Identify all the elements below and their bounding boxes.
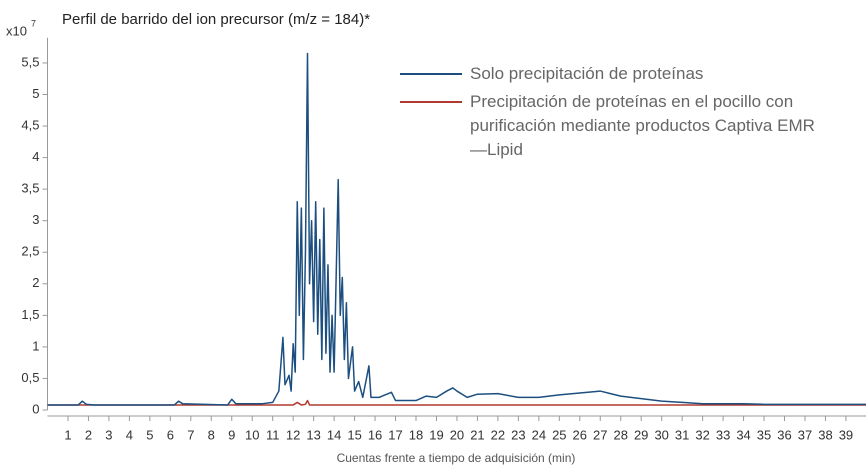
series-line xyxy=(47,52,866,406)
x-tick-label: 17 xyxy=(388,427,402,442)
y-scale: x10 xyxy=(6,23,27,38)
x-tick-label: 14 xyxy=(327,427,341,442)
x-tick-label: 4 xyxy=(126,427,133,442)
x-tick-label: 26 xyxy=(573,427,587,442)
y-tick-label: 2 xyxy=(32,275,39,290)
x-tick-label: 32 xyxy=(695,427,709,442)
x-tick-label: 24 xyxy=(532,427,546,442)
x-tick-label: 3 xyxy=(105,427,112,442)
legend: Solo precipitación de proteínas Precipita… xyxy=(400,62,830,166)
x-tick-label: 5 xyxy=(146,427,153,442)
legend-swatch xyxy=(400,101,462,103)
x-tick-label: 39 xyxy=(839,427,853,442)
x-tick-label: 6 xyxy=(167,427,174,442)
x-tick-label: 21 xyxy=(470,427,484,442)
x-tick-label: 10 xyxy=(245,427,259,442)
y-tick-label: 0,5 xyxy=(21,370,39,385)
x-tick-label: 23 xyxy=(511,427,525,442)
x-tick-label: 13 xyxy=(306,427,320,442)
legend-label: Precipitación de proteínas en el pocillo… xyxy=(470,92,815,159)
y-tick-label: 3,5 xyxy=(21,181,39,196)
y-tick-label: 1 xyxy=(32,338,39,353)
x-tick-label: 12 xyxy=(286,427,300,442)
x-tick-label: 8 xyxy=(208,427,215,442)
x-tick-label: 25 xyxy=(552,427,566,442)
y-tick-label: 0 xyxy=(32,401,39,416)
x-tick-label: 30 xyxy=(654,427,668,442)
x-tick-label: 1 xyxy=(64,427,71,442)
y-tick-label: 4 xyxy=(32,149,39,164)
x-tick-label: 2 xyxy=(85,427,92,442)
y-tick-label: 5 xyxy=(32,86,39,101)
x-tick-label: 16 xyxy=(368,427,382,442)
x-tick-label: 15 xyxy=(347,427,361,442)
x-axis-label: Cuentas frente a tiempo de adquisición (… xyxy=(337,451,576,465)
x-tick-label: 35 xyxy=(757,427,771,442)
legend-item: Precipitación de proteínas en el pocillo… xyxy=(400,90,830,162)
x-tick-label: 34 xyxy=(736,427,750,442)
x-tick-label: 11 xyxy=(266,427,280,442)
y-tick-label: 2,5 xyxy=(21,244,39,259)
x-tick-label: 36 xyxy=(777,427,791,442)
x-tick-label: 7 xyxy=(187,427,194,442)
y-tick-label: 5,5 xyxy=(21,54,39,69)
x-tick-label: 29 xyxy=(634,427,648,442)
legend-swatch xyxy=(400,73,462,75)
y-tick-label: 4,5 xyxy=(21,117,39,132)
x-tick-label: 18 xyxy=(409,427,423,442)
x-tick-label: 33 xyxy=(716,427,730,442)
x-tick-label: 37 xyxy=(798,427,812,442)
x-tick-label: 19 xyxy=(429,427,443,442)
legend-item: Solo precipitación de proteínas xyxy=(400,62,830,86)
x-tick-label: 38 xyxy=(818,427,832,442)
series-line xyxy=(47,399,866,406)
x-tick-label: 28 xyxy=(613,427,627,442)
legend-label: Solo precipitación de proteínas xyxy=(470,64,704,83)
chart-title: Perfil de barrido del ion precursor (m/z… xyxy=(62,11,370,28)
x-tick-label: 20 xyxy=(450,427,464,442)
x-tick-label: 31 xyxy=(675,427,689,442)
y-tick-label: 3 xyxy=(32,212,39,227)
x-tick-label: 27 xyxy=(593,427,607,442)
y-tick-label: 1,5 xyxy=(21,307,39,322)
y-scale-exponent: 7 xyxy=(31,18,36,28)
x-tick-label: 9 xyxy=(228,427,235,442)
x-tick-label: 22 xyxy=(491,427,505,442)
